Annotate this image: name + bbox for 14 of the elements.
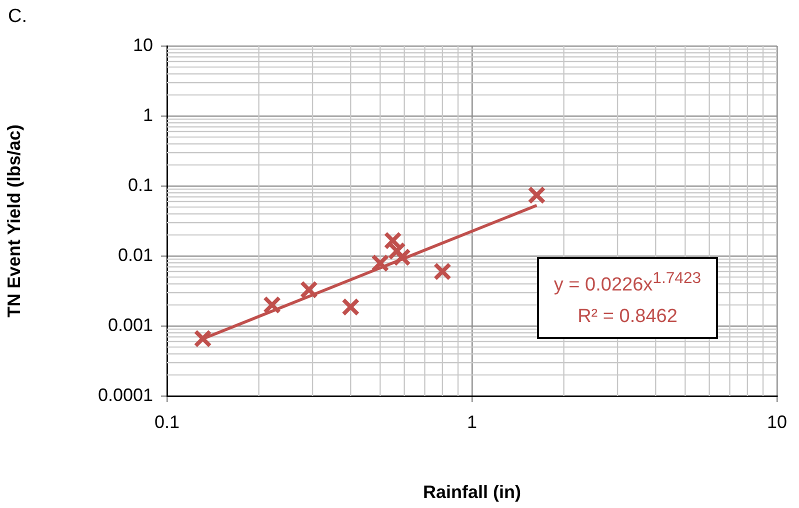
y-tick-label: 0.001 <box>108 314 153 335</box>
y-tick-label: 0.1 <box>128 174 153 195</box>
x-tick-label: 1 <box>466 412 478 432</box>
y-axis-title: TN Event Yield (lbs/ac) <box>4 124 24 318</box>
y-tick-label: 0.01 <box>118 244 153 265</box>
annotation: y = 0.0226x$^{1.7423}$ <box>552 269 702 298</box>
chart-title: C. <box>8 6 27 28</box>
y-tick-label: 1 <box>142 104 153 125</box>
x-tick-label: 10 <box>766 412 788 432</box>
y-tick-label: 10 <box>132 34 153 55</box>
x-tick-label: 0.1 <box>154 412 180 432</box>
y-tick-label: 0.0001 <box>98 384 153 405</box>
x-axis-title: Rainfall (in) <box>423 482 522 502</box>
annotation: R² = 0.8462 <box>576 305 678 330</box>
